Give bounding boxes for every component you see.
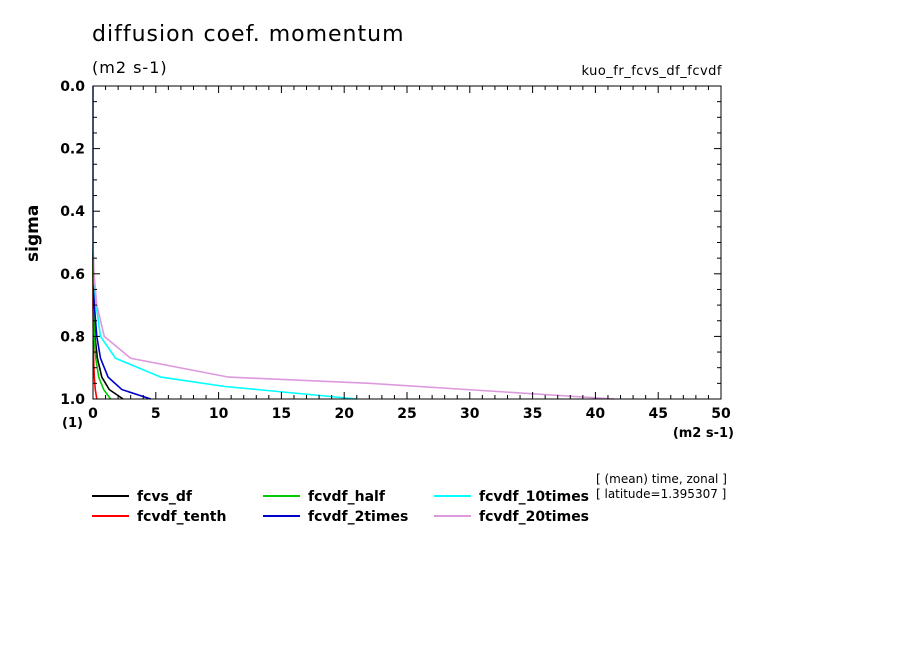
mean-note: [ (mean) time, zonal ] — [596, 472, 727, 486]
series-lines — [92, 86, 615, 400]
plot-frame — [92, 85, 722, 400]
legend-label-fcvdf_10times: fcvdf_10times — [479, 489, 589, 505]
x-tick-label: 40 — [586, 406, 606, 422]
chart-title: diffusion coef. momentum — [92, 22, 405, 47]
chart-units: (m2 s-1) — [92, 58, 168, 77]
legend-label-fcvdf_half: fcvdf_half — [308, 489, 386, 505]
x-tick-label: 15 — [272, 406, 291, 422]
axis-ticks — [92, 85, 722, 400]
legend: fcvs_df fcvdf_tenth fcvdf_half fcvdf_2times… — [92, 489, 589, 525]
series-line-fcvdf_20times — [92, 86, 615, 400]
series-line-fcvs_df — [92, 86, 124, 400]
tick-labels: 0 5 10 15 20 25 30 35 40 45 50 0.0 0.2 0.4 0.6 0.8 1.0 — [60, 79, 731, 422]
series-line-fcvdf_2times — [92, 86, 152, 400]
x-tick-label: 30 — [460, 406, 480, 422]
x-tick-label: 50 — [711, 406, 731, 422]
latitude-note: [ latitude=1.395307 ] — [596, 487, 727, 501]
x-tick-label: 20 — [334, 406, 354, 422]
x-tick-label: 25 — [397, 406, 416, 422]
y-axis-unit: (1) — [62, 416, 83, 431]
legend-label-fcvdf_tenth: fcvdf_tenth — [137, 509, 226, 525]
y-tick-label: 0.6 — [60, 267, 85, 283]
legend-label-fcvdf_2times: fcvdf_2times — [308, 509, 408, 525]
x-tick-label: 45 — [648, 406, 667, 422]
y-tick-label: 0.2 — [60, 142, 85, 158]
x-tick-label: 35 — [523, 406, 542, 422]
y-tick-label: 0.8 — [60, 329, 85, 345]
legend-label-fcvs_df: fcvs_df — [137, 489, 193, 505]
experiment-name: kuo_fr_fcvs_df_fcvdf — [581, 64, 722, 79]
x-axis-label: (m2 s-1) — [672, 426, 734, 441]
legend-label-fcvdf_20times: fcvdf_20times — [479, 509, 589, 525]
x-tick-label: 10 — [209, 406, 229, 422]
y-tick-label: 0.4 — [60, 204, 85, 220]
series-line-fcvdf_10times — [92, 86, 357, 400]
x-tick-label: 0 — [88, 406, 98, 422]
y-tick-label: 1.0 — [60, 392, 85, 408]
x-tick-label: 5 — [151, 406, 161, 422]
y-tick-label: 0.0 — [60, 79, 85, 95]
